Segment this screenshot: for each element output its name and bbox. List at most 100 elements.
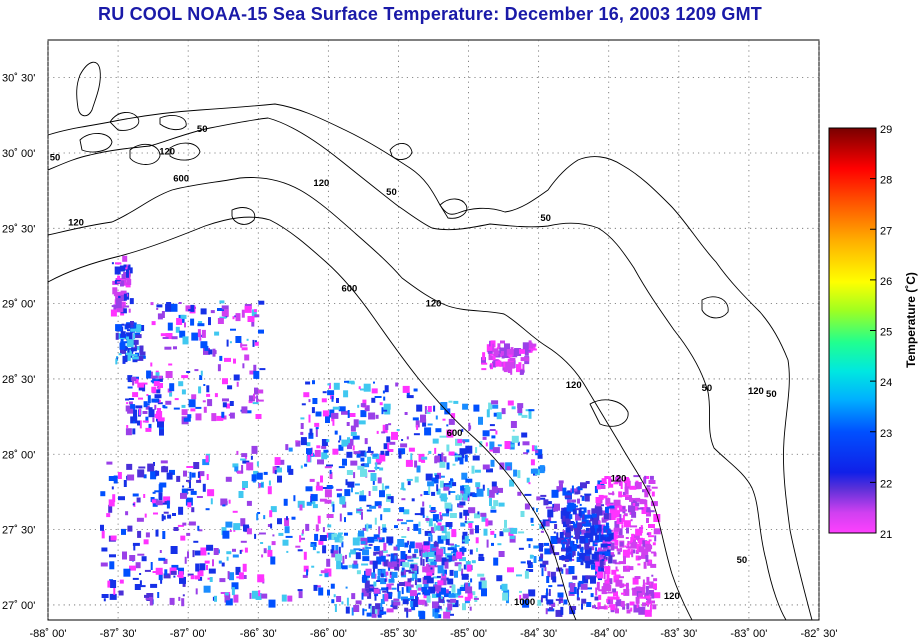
sst-pixel: [606, 598, 609, 603]
sst-pixel: [126, 463, 133, 470]
sst-pixel: [374, 501, 382, 507]
sst-pixel: [526, 569, 534, 572]
sst-pixel: [246, 500, 252, 506]
sst-pixel: [603, 558, 608, 562]
sst-pixel: [579, 558, 582, 561]
sst-pixel: [379, 611, 387, 615]
sst-pixel: [133, 322, 137, 329]
sst-pixel: [404, 569, 411, 572]
sst-pixel: [270, 523, 273, 529]
sst-pixel: [181, 409, 188, 416]
sst-pixel: [331, 550, 339, 558]
sst-pixel: [551, 604, 556, 607]
sst-pixel: [488, 402, 493, 410]
sst-pixel: [368, 470, 376, 473]
contour-label: 120: [748, 386, 764, 397]
sst-pixel: [601, 517, 607, 523]
sst-pixel: [525, 342, 533, 349]
sst-pixel: [579, 507, 587, 510]
sst-pixel: [231, 587, 235, 596]
sst-pixel: [473, 597, 479, 600]
sst-pixel: [595, 547, 598, 552]
sst-pixel: [622, 494, 630, 497]
sst-pixel: [195, 575, 200, 580]
sst-pixel: [645, 543, 652, 552]
sst-pixel: [155, 567, 163, 575]
sst-pixel: [190, 318, 195, 326]
sst-pixel: [589, 559, 595, 565]
sst-pixel: [241, 465, 244, 473]
sst-pixel: [581, 521, 586, 524]
sst-pixel: [226, 556, 229, 561]
sst-pixel: [324, 572, 329, 578]
sst-pixel: [579, 544, 582, 549]
sst-pixel: [418, 587, 422, 591]
sst-pixel: [631, 498, 638, 506]
sst-pixel: [322, 410, 329, 417]
sst-pixel: [590, 525, 596, 534]
sst-pixel: [386, 586, 389, 593]
sst-pixel: [147, 395, 151, 404]
sst-pixel: [382, 390, 385, 394]
sst-pixel: [459, 512, 463, 519]
sst-pixel: [458, 595, 464, 598]
sst-pixel: [462, 603, 466, 611]
sst-pixel: [232, 463, 239, 468]
sst-pixel: [286, 550, 289, 553]
sst-pixel: [524, 493, 532, 496]
sst-pixel: [366, 590, 372, 593]
sst-pixel: [647, 532, 652, 536]
sst-pixel: [430, 534, 433, 542]
sst-pixel: [410, 577, 415, 581]
sst-pixel: [134, 584, 141, 590]
sst-pixel: [492, 404, 499, 409]
sst-pixel: [326, 485, 333, 489]
sst-pixel: [602, 591, 608, 594]
sst-pixel: [153, 512, 158, 515]
sst-pixel: [364, 405, 370, 412]
sst-pixel: [468, 422, 471, 431]
sst-pixel: [622, 549, 630, 558]
sst-pixel: [607, 599, 613, 605]
sst-pixel: [191, 332, 199, 341]
sst-pixel: [129, 298, 134, 305]
sst-pixel: [584, 494, 590, 502]
sst-pixel: [465, 445, 473, 454]
sst-pixel: [148, 423, 152, 429]
sst-pixel: [322, 527, 325, 533]
sst-pixel: [219, 578, 226, 583]
sst-pixel: [267, 486, 272, 495]
sst-pixel: [637, 563, 641, 566]
sst-pixel: [134, 378, 139, 384]
sst-pixel: [415, 584, 422, 589]
sst-pixel: [595, 534, 603, 541]
sst-pixel: [251, 309, 257, 318]
sst-pixel: [293, 495, 296, 502]
sst-pixel: [145, 427, 152, 432]
sst-pixel: [150, 375, 158, 379]
sst-pixel: [422, 553, 428, 558]
sst-pixel: [118, 496, 125, 501]
sst-pixel: [375, 551, 380, 555]
sst-pixel: [214, 393, 218, 398]
sst-pixel: [326, 454, 329, 458]
sst-pixel: [366, 586, 374, 589]
sst-pixel: [581, 516, 585, 522]
sst-pixel: [570, 521, 574, 524]
sst-pixel: [449, 513, 457, 518]
sst-pixel: [611, 569, 617, 575]
sst-pixel: [365, 588, 370, 591]
sst-pixel: [203, 384, 206, 386]
sst-pixel: [305, 486, 313, 492]
sst-pixel: [427, 552, 435, 557]
sst-pixel: [598, 606, 606, 610]
sst-pixel: [564, 559, 569, 562]
sst-pixel: [109, 561, 115, 570]
sst-pixel: [615, 476, 621, 483]
sst-pixel: [125, 352, 131, 361]
sst-pixel: [353, 472, 356, 479]
sst-pixel: [244, 547, 248, 553]
sst-pixel: [496, 347, 501, 350]
sst-pixel: [376, 580, 383, 582]
sst-pixel: [465, 582, 469, 588]
